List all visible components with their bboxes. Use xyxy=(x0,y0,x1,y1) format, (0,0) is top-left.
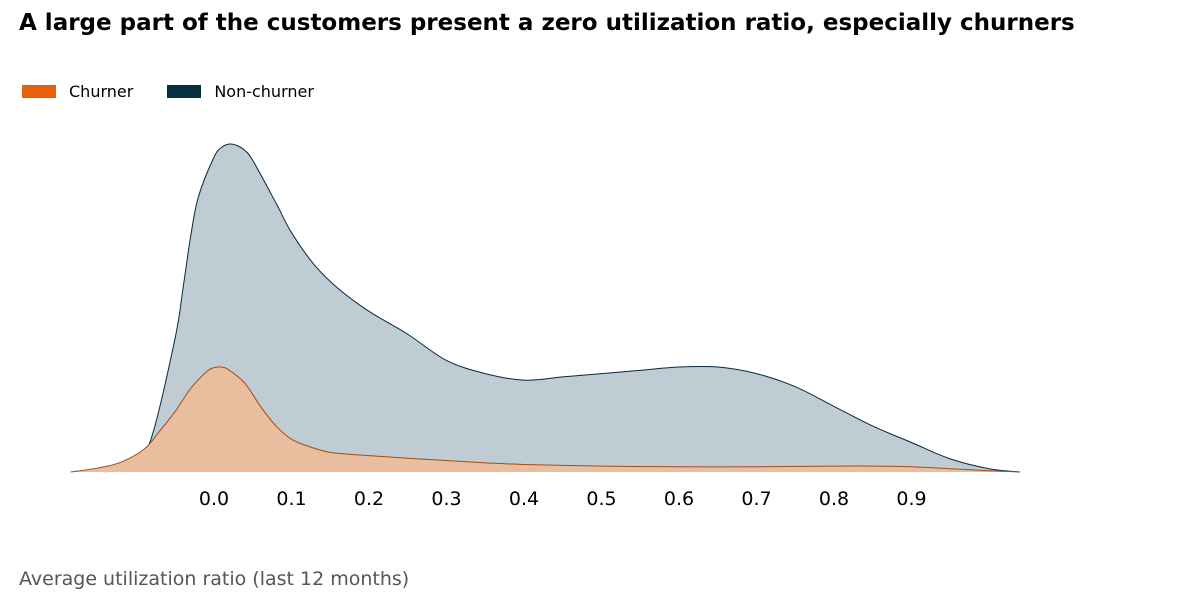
x-tick-label: 0.1 xyxy=(276,488,306,510)
x-tick-label: 0.4 xyxy=(509,488,539,510)
x-tick-label: 0.3 xyxy=(431,488,461,510)
x-tick-label: 0.0 xyxy=(199,488,229,510)
legend-item-non-churner: Non-churner xyxy=(167,82,314,101)
density-line-non-churner xyxy=(105,143,1021,473)
chart-title: A large part of the customers present a … xyxy=(19,10,1075,36)
density-area-churner xyxy=(70,366,1020,472)
legend-label-non-churner: Non-churner xyxy=(214,82,314,101)
legend-label-churner: Churner xyxy=(69,82,134,101)
x-tick-label: 0.5 xyxy=(586,488,616,510)
x-tick-label: 0.7 xyxy=(741,488,771,510)
x-axis-ticks: 0.0 0.1 0.2 0.3 0.4 0.5 0.6 0.7 0.8 0.9 xyxy=(199,488,927,510)
x-tick-label: 0.6 xyxy=(664,488,694,510)
legend-swatch-non-churner xyxy=(167,85,202,98)
legend-item-churner: Churner xyxy=(22,82,133,101)
chart-legend: Churner Non-churner xyxy=(22,82,348,101)
density-area-non-churner xyxy=(105,143,1020,472)
series-layer xyxy=(70,143,1021,473)
x-tick-label: 0.8 xyxy=(819,488,849,510)
legend-swatch-churner xyxy=(22,85,56,98)
x-tick-label: 0.9 xyxy=(896,488,926,510)
x-tick-label: 0.2 xyxy=(354,488,384,510)
density-line-churner xyxy=(70,366,1021,473)
x-axis-label: Average utilization ratio (last 12 month… xyxy=(19,568,410,590)
